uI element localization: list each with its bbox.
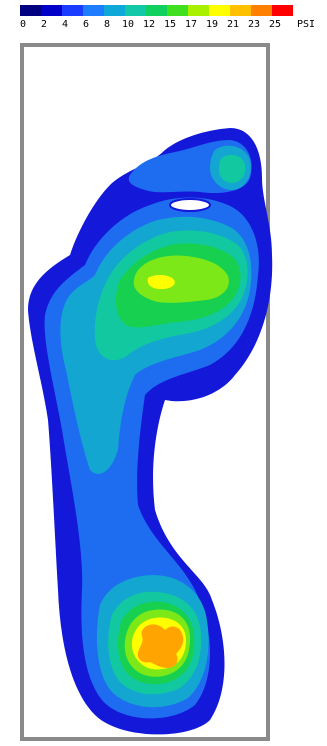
scale-tick-label: 2: [40, 19, 48, 30]
scale-tick-label: 0: [19, 19, 27, 30]
scale-tick-label: 15: [163, 19, 177, 30]
scale-segment: [125, 5, 146, 16]
scale-tick-label: 12: [142, 19, 156, 30]
scale-tick-label: 10: [121, 19, 135, 30]
scale-segment: [272, 5, 293, 16]
scale-tick-label: 4: [61, 19, 69, 30]
scale-segment: [167, 5, 188, 16]
scale-segment: [209, 5, 230, 16]
pressure-legend: 0 2 4 6 8 10 12 15 17 19 21 23 25 PSI: [20, 5, 320, 37]
scale-tick-label: 21: [226, 19, 240, 30]
scale-tick-label: 25: [268, 19, 282, 30]
unit-label: PSI: [297, 19, 316, 30]
scale-segment: [20, 5, 41, 16]
scale-segment: [146, 5, 167, 16]
scale-tick-label: 6: [82, 19, 90, 30]
scale-segment: [230, 5, 251, 16]
scale-segment: [104, 5, 125, 16]
level-5-forefoot: [133, 255, 229, 303]
color-scale-bar: [20, 5, 293, 16]
scale-tick-label: 23: [247, 19, 261, 30]
scale-segment: [41, 5, 62, 16]
scale-tick-label: 17: [184, 19, 198, 30]
scale-segment: [83, 5, 104, 16]
scale-segment: [188, 5, 209, 16]
level-7-region: [137, 624, 184, 668]
toe-gap: [169, 198, 211, 212]
level-3-toe: [218, 154, 246, 183]
scale-segment: [62, 5, 83, 16]
level-6-forefoot: [147, 275, 175, 290]
scale-tick-label: 8: [103, 19, 111, 30]
scale-segment: [251, 5, 272, 16]
level-7-heel: [137, 624, 184, 668]
scale-tick-label: 19: [205, 19, 219, 30]
